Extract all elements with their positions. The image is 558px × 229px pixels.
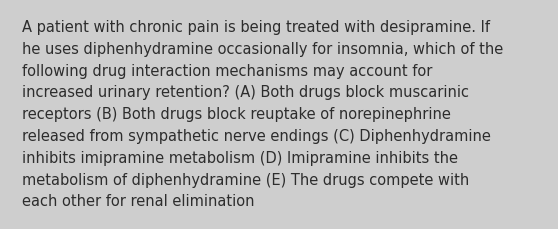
Text: increased urinary retention? (A) Both drugs block muscarinic: increased urinary retention? (A) Both dr… — [22, 85, 469, 100]
Text: each other for renal elimination: each other for renal elimination — [22, 194, 254, 208]
Text: receptors (B) Both drugs block reuptake of norepinephrine: receptors (B) Both drugs block reuptake … — [22, 107, 451, 122]
Text: metabolism of diphenhydramine (E) The drugs compete with: metabolism of diphenhydramine (E) The dr… — [22, 172, 469, 187]
Text: A patient with chronic pain is being treated with desipramine. If: A patient with chronic pain is being tre… — [22, 20, 490, 35]
Text: released from sympathetic nerve endings (C) Diphenhydramine: released from sympathetic nerve endings … — [22, 128, 491, 143]
Text: following drug interaction mechanisms may account for: following drug interaction mechanisms ma… — [22, 63, 432, 78]
Text: inhibits imipramine metabolism (D) Imipramine inhibits the: inhibits imipramine metabolism (D) Imipr… — [22, 150, 458, 165]
Text: he uses diphenhydramine occasionally for insomnia, which of the: he uses diphenhydramine occasionally for… — [22, 42, 503, 57]
